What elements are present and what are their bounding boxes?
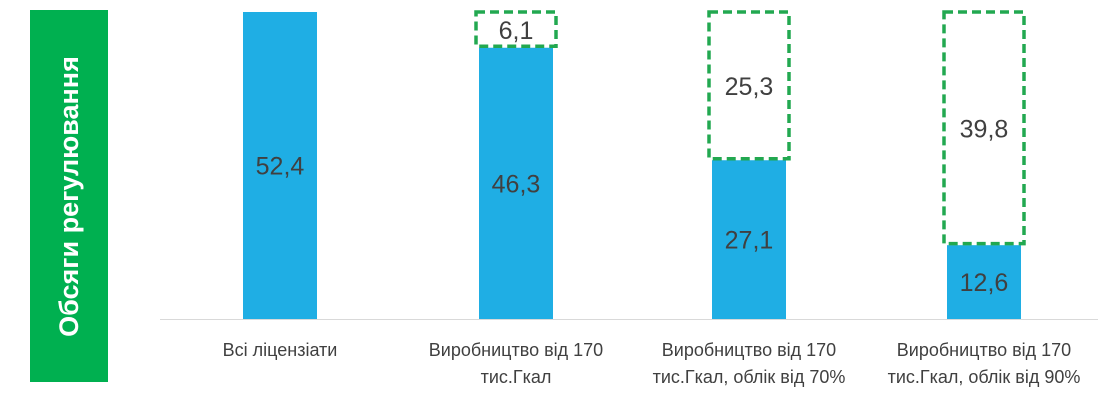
data-label: 25,3 xyxy=(725,73,774,101)
category-label-line: тис.Гкал xyxy=(480,367,552,387)
data-label: 12,6 xyxy=(960,269,1009,297)
category-label: Виробництво від 170 тис.Гкал, облік від 9… xyxy=(869,337,1099,391)
bar-dashed-outline xyxy=(707,10,791,161)
category-label: Виробництво від 170 тис.Гкал, облік від 7… xyxy=(634,337,864,391)
bar-solid xyxy=(947,245,1021,319)
data-label: 39,8 xyxy=(960,116,1009,144)
category-label-line: Всі ліцензіати xyxy=(222,340,338,360)
category-label-line: Виробництво від 170 xyxy=(428,340,604,360)
data-label: 46,3 xyxy=(492,170,541,198)
bar-dashed-outline xyxy=(474,10,558,48)
bar-dashed-outline xyxy=(942,10,1026,246)
category-label-line: тис.Гкал, облік від 90% xyxy=(887,367,1081,387)
data-label: 52,4 xyxy=(256,153,305,181)
bar-solid xyxy=(712,160,786,319)
bar-solid xyxy=(479,47,553,319)
side-label-box: Обсяги регулювання xyxy=(30,10,108,382)
category-label-line: тис.Гкал, облік від 70% xyxy=(652,367,846,387)
data-label: 6,1 xyxy=(499,17,534,45)
category-label-line: Виробництво від 170 xyxy=(896,340,1072,360)
data-label: 27,1 xyxy=(725,227,774,255)
category-label-line: Виробництво від 170 xyxy=(661,340,837,360)
category-label: Всі ліцензіати xyxy=(165,337,395,364)
bar-solid xyxy=(243,12,317,319)
category-label: Виробництво від 170 тис.Гкал xyxy=(401,337,631,391)
